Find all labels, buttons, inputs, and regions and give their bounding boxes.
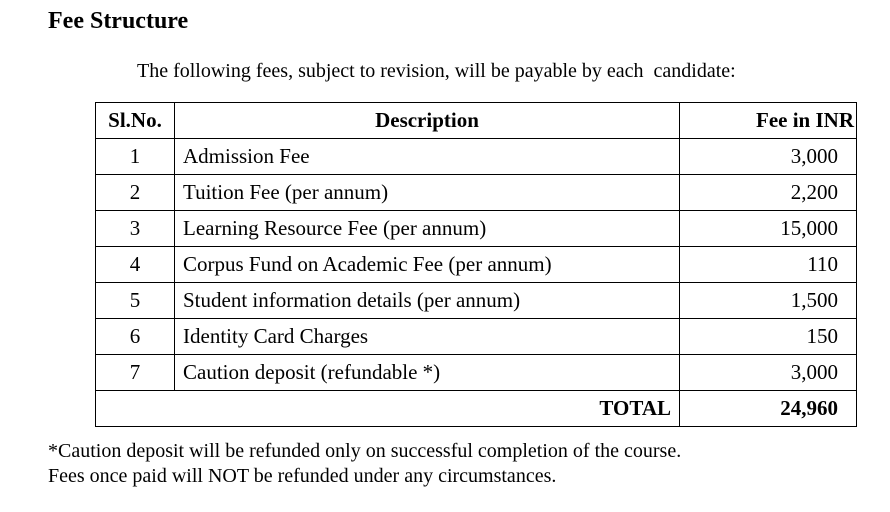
header-sl-no: Sl.No. — [95, 102, 175, 139]
total-label: TOTAL — [95, 390, 680, 427]
cell-fee: 110 — [679, 246, 857, 283]
cell-description: Identity Card Charges — [174, 318, 680, 355]
page-title: Fee Structure — [48, 8, 189, 34]
cell-sl-no: 1 — [95, 138, 175, 175]
cell-sl-no: 7 — [95, 354, 175, 391]
table-row: 2 Tuition Fee (per annum) 2,200 — [95, 174, 857, 211]
cell-fee: 3,000 — [679, 138, 857, 175]
cell-fee: 3,000 — [679, 354, 857, 391]
cell-fee: 150 — [679, 318, 857, 355]
table-row: 5 Student information details (per annum)… — [95, 282, 857, 319]
cell-sl-no: 3 — [95, 210, 175, 247]
cell-sl-no: 2 — [95, 174, 175, 211]
cell-description: Student information details (per annum) — [174, 282, 680, 319]
cell-description: Corpus Fund on Academic Fee (per annum) — [174, 246, 680, 283]
table-row: 4 Corpus Fund on Academic Fee (per annum)… — [95, 246, 857, 283]
cell-description: Admission Fee — [174, 138, 680, 175]
header-description: Description — [174, 102, 680, 139]
cell-fee: 15,000 — [679, 210, 857, 247]
header-fee: Fee in INR — [679, 102, 857, 139]
table-row: 7 Caution deposit (refundable *) 3,000 — [95, 354, 857, 391]
fee-table: Sl.No. Description Fee in INR 1 Admission… — [95, 102, 857, 427]
cell-sl-no: 6 — [95, 318, 175, 355]
cell-sl-no: 4 — [95, 246, 175, 283]
table-header-row: Sl.No. Description Fee in INR — [95, 102, 857, 139]
caution-note: *Caution deposit will be refunded only o… — [48, 440, 682, 462]
cell-description: Tuition Fee (per annum) — [174, 174, 680, 211]
cell-description: Caution deposit (refundable *) — [174, 354, 680, 391]
table-row: 1 Admission Fee 3,000 — [95, 138, 857, 175]
cell-description: Learning Resource Fee (per annum) — [174, 210, 680, 247]
intro-text: The following fees, subject to revision,… — [137, 60, 736, 82]
total-row: TOTAL 24,960 — [95, 390, 857, 427]
table-row: 6 Identity Card Charges 150 — [95, 318, 857, 355]
total-value: 24,960 — [679, 390, 857, 427]
refund-note: Fees once paid will NOT be refunded unde… — [48, 465, 557, 487]
cell-sl-no: 5 — [95, 282, 175, 319]
cell-fee: 2,200 — [679, 174, 857, 211]
cell-fee: 1,500 — [679, 282, 857, 319]
table-row: 3 Learning Resource Fee (per annum) 15,000 — [95, 210, 857, 247]
